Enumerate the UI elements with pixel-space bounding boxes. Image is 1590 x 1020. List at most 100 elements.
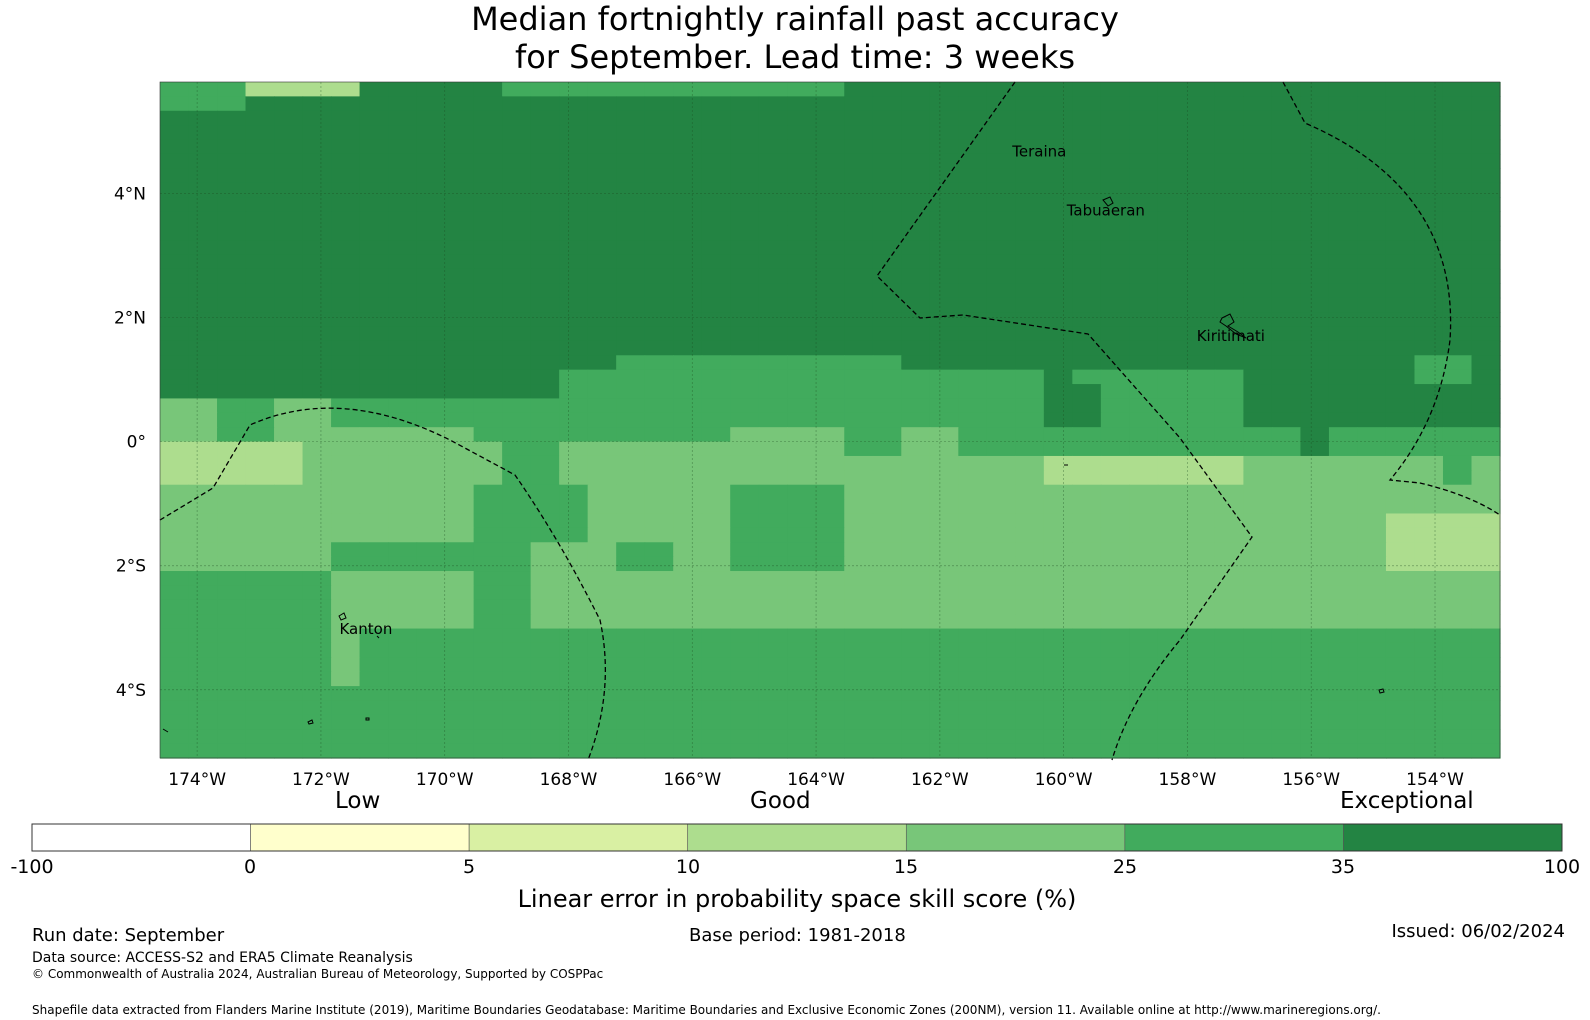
skill-cell (758, 556, 788, 572)
skill-cell (730, 484, 760, 500)
skill-cell (359, 628, 389, 644)
skill-cell (188, 657, 218, 673)
skill-cell (445, 427, 475, 443)
skill-cell (559, 542, 589, 558)
skill-cell (1100, 585, 1130, 601)
skill-cell (1243, 268, 1273, 284)
skill-cell (1471, 628, 1501, 644)
skill-cell (701, 642, 731, 658)
skill-cell (730, 542, 760, 558)
skill-cell (559, 153, 589, 169)
skill-cell (1214, 455, 1244, 471)
skill-cell (1043, 556, 1073, 572)
skill-cell (1015, 599, 1045, 615)
skill-cell (160, 614, 190, 630)
run-date: Run date: September (32, 925, 225, 946)
skill-cell (217, 585, 247, 601)
skill-cell (530, 297, 560, 313)
skill-cell (815, 614, 845, 630)
skill-cell (1385, 182, 1416, 198)
skill-cell (245, 700, 275, 716)
skill-cell (901, 628, 931, 644)
skill-cell (1328, 628, 1359, 644)
skill-cell (530, 542, 560, 558)
skill-cell (1300, 499, 1330, 515)
skill-cell (901, 671, 931, 687)
skill-cell (274, 182, 304, 198)
skill-cell (815, 455, 845, 471)
skill-cell (1357, 254, 1387, 270)
skill-cell (1129, 657, 1159, 673)
skill-cell (1157, 254, 1187, 270)
skill-cell (217, 729, 247, 745)
skill-cell (1328, 585, 1359, 601)
skill-cell (1072, 211, 1102, 227)
skill-cell (616, 125, 646, 141)
skill-cell (1015, 484, 1045, 500)
skill-cell (502, 139, 532, 155)
skill-cell (1157, 268, 1187, 284)
skill-cell (1043, 355, 1073, 371)
skill-cell (1157, 168, 1187, 184)
skill-cell (758, 614, 788, 630)
skill-cell (986, 211, 1016, 227)
skill-cell (445, 197, 475, 213)
skill-cell (1471, 499, 1501, 515)
skill-cell (1214, 326, 1244, 342)
skill-cell (530, 714, 560, 730)
skill-cell (787, 297, 817, 313)
lat-tick-label: 2°N (114, 309, 146, 329)
skill-cell (1442, 585, 1473, 601)
lon-tick-label: 160°W (1035, 770, 1093, 790)
skill-cell (359, 743, 389, 759)
skill-cell (587, 283, 617, 299)
skill-cell (1043, 527, 1073, 543)
skill-cell (302, 283, 332, 299)
skill-cell (758, 197, 788, 213)
skill-cell (1442, 686, 1473, 702)
skill-cell (844, 110, 874, 126)
skill-cell (302, 427, 332, 443)
skill-cell (673, 297, 703, 313)
skill-cell (1357, 182, 1387, 198)
skill-cell (1385, 628, 1416, 644)
tabuaeran-island (1102, 196, 1114, 207)
skill-cell (587, 614, 617, 630)
skill-cell (986, 513, 1016, 529)
skill-cell (160, 153, 190, 169)
skill-cell (1243, 384, 1273, 400)
skill-cell (1129, 499, 1159, 515)
skill-cell (473, 254, 503, 270)
skill-cell (986, 412, 1016, 428)
skill-cell (758, 484, 788, 500)
skill-cell (587, 499, 617, 515)
skill-cell (473, 499, 503, 515)
lon-tick-label: 168°W (540, 770, 598, 790)
skill-cell (844, 125, 874, 141)
skill-cell (1072, 384, 1102, 400)
skill-cell (445, 398, 475, 414)
skill-cell (1015, 556, 1045, 572)
skill-cell (1243, 398, 1273, 414)
skill-cell (587, 153, 617, 169)
skill-cell (844, 398, 874, 414)
skill-cell (502, 499, 532, 515)
skill-cell (245, 168, 275, 184)
skill-cell (160, 499, 190, 515)
skill-cell (160, 455, 190, 471)
skill-cell (901, 297, 931, 313)
skill-cell (730, 427, 760, 443)
skill-cell (872, 556, 902, 572)
skill-cell (217, 168, 247, 184)
skill-cell (1100, 312, 1130, 328)
skill-cell (1328, 254, 1359, 270)
skill-cell (1243, 671, 1273, 687)
skill-cell (616, 686, 646, 702)
skill-cell (445, 110, 475, 126)
skill-cell (1471, 657, 1501, 673)
skill-cell (758, 369, 788, 385)
skill-cell (1072, 96, 1102, 112)
skill-cell (1043, 484, 1073, 500)
skill-cell (302, 412, 332, 428)
skill-cell (359, 398, 389, 414)
